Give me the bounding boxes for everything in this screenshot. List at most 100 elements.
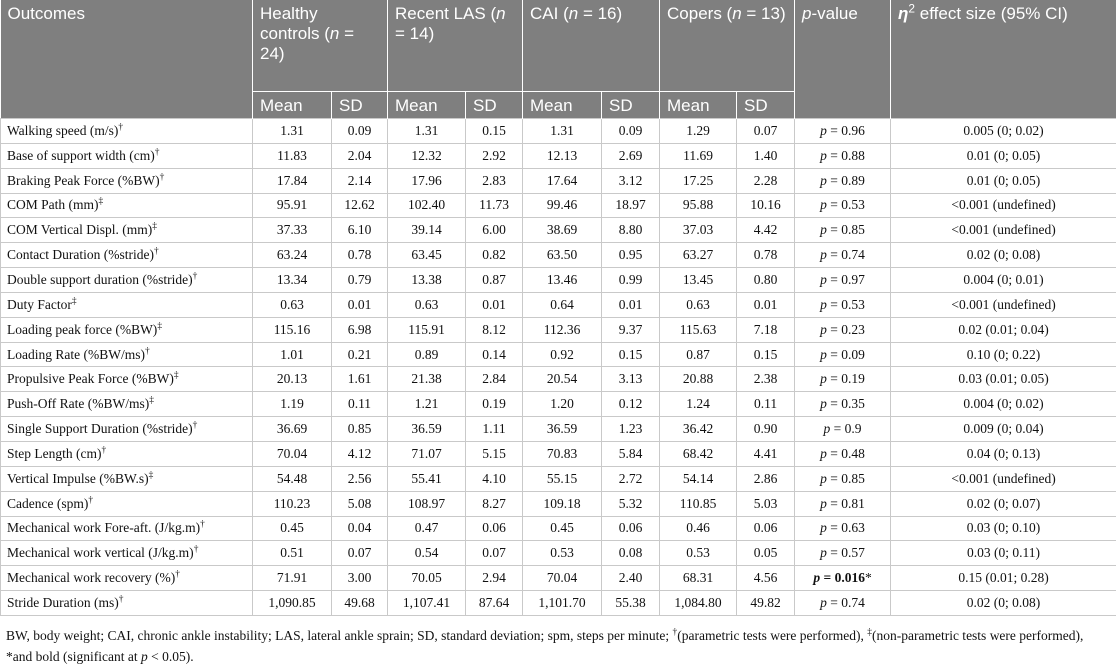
text-run: † <box>672 627 678 638</box>
text-run: Duty Factor <box>7 296 72 312</box>
value-cell: 20.13 <box>252 366 332 393</box>
value-cell: 1.23 <box>601 416 661 442</box>
table-row: Stride Duration (ms)† 1,090.85 49.68 1,107.… <box>0 590 1116 616</box>
value-cell: 0.87 <box>659 341 738 368</box>
p-value-cell: p = 0.88 <box>794 142 892 169</box>
value-cell: 5.84 <box>601 440 661 467</box>
value-cell: 102.40 <box>387 192 467 219</box>
value-cell: 0.06 <box>601 515 661 542</box>
text-run: = 0.63 <box>826 520 865 536</box>
value-cell: 99.46 <box>522 192 603 219</box>
effect-size-cell: <0.001 (undefined) <box>890 291 1116 318</box>
text-run: Vertical Impulse (%BW.s) <box>7 470 149 486</box>
value-cell: 12.62 <box>330 192 389 219</box>
value-cell: 0.06 <box>465 515 524 542</box>
value-cell: 1.29 <box>659 118 738 144</box>
subheader-row: Mean SD Mean SD Mean SD Mean SD <box>1 91 1116 119</box>
value-cell: 0.45 <box>252 515 332 542</box>
text-run: Mechanical work vertical (J/kg.m) <box>7 545 194 561</box>
value-cell: 0.51 <box>252 540 332 567</box>
value-cell: 63.27 <box>659 242 738 269</box>
text-run: p <box>820 396 827 412</box>
value-cell: 36.59 <box>387 416 467 442</box>
p-value-cell: p = 0.53 <box>794 192 892 219</box>
value-cell: 54.14 <box>659 465 738 492</box>
subheader-cell: SD <box>601 91 660 119</box>
effect-size-cell: 0.02 (0; 0.07) <box>890 490 1116 517</box>
value-cell: 18.97 <box>601 192 661 219</box>
p-value-cell: p = 0.09 <box>794 341 892 368</box>
effect-size-cell: 0.02 (0; 0.08) <box>890 242 1116 269</box>
value-cell: 115.91 <box>387 316 467 343</box>
p-value-cell: p = 0.74 <box>794 590 892 616</box>
text-run: Cadence (spm) <box>7 495 89 511</box>
effect-size-cell: 0.01 (0; 0.05) <box>890 167 1116 194</box>
text-run: = 14) <box>395 24 435 43</box>
text-run: Healthy controls ( <box>260 4 330 43</box>
value-cell: 2.38 <box>736 366 796 393</box>
value-cell: 0.09 <box>601 118 661 144</box>
value-cell: 1,090.85 <box>252 590 332 616</box>
value-cell: 4.41 <box>736 440 796 467</box>
outcome-cell: COM Path (mm)‡ <box>0 192 253 219</box>
text-run: Propulsive Peak Force (%BW) <box>7 371 174 387</box>
text-run: ‡ <box>157 321 163 332</box>
text-run: BW, body weight; CAI, chronic ankle inst… <box>6 627 673 643</box>
text-run: = 0.89 <box>826 172 865 188</box>
value-cell: 0.79 <box>330 267 389 293</box>
outcome-cell: Walking speed (m/s)† <box>0 118 253 144</box>
table-row: Step Length (cm)† 70.04 4.12 71.07 5.15 70.83… <box>0 440 1116 467</box>
value-cell: 1,101.70 <box>522 590 603 616</box>
table-row: Mechanical work Fore-aft. (J/kg.m)† 0.45 0… <box>0 515 1116 542</box>
value-cell: 2.72 <box>601 465 661 492</box>
text-run: ‡ <box>867 627 872 638</box>
value-cell: 2.69 <box>601 142 661 169</box>
text-run: † <box>154 147 160 158</box>
p-value-cell: p = 0.016* <box>794 565 892 592</box>
value-cell: 11.69 <box>659 142 738 169</box>
value-cell: 4.42 <box>736 217 796 244</box>
value-cell: 0.87 <box>465 267 524 293</box>
value-cell: 1.11 <box>465 416 524 442</box>
text-run: † <box>192 420 198 431</box>
subheader-cell: Mean <box>387 91 466 119</box>
value-cell: 87.64 <box>465 590 524 616</box>
value-cell: 0.04 <box>330 515 389 542</box>
effect-size-cell: 0.03 (0; 0.11) <box>890 540 1116 567</box>
text-run: ‡ <box>173 370 179 381</box>
text-run: † <box>118 594 124 605</box>
header-cell: CAI (n = 16) <box>522 0 660 92</box>
value-cell: 0.46 <box>659 515 738 542</box>
text-run: = 0.85 <box>826 470 865 486</box>
outcome-cell: Contact Duration (%stride)† <box>0 242 253 269</box>
subheader-cell: Mean <box>252 91 332 119</box>
header-row: Outcomes Healthy controls (n = 24) Recent … <box>0 0 1116 119</box>
p-value-cell: p = 0.53 <box>794 291 892 318</box>
text-run: = 16) <box>578 4 623 23</box>
text-run: n <box>496 4 506 23</box>
text-run: Double support duration (%stride) <box>7 271 193 287</box>
value-cell: 17.25 <box>659 167 738 194</box>
outcome-cell: Mechanical work vertical (J/kg.m)† <box>0 540 253 567</box>
subheader-cell: Mean <box>659 91 737 119</box>
value-cell: 110.85 <box>659 490 738 517</box>
value-cell: 0.47 <box>387 515 467 542</box>
footnote: BW, body weight; CAI, chronic ankle inst… <box>0 616 1116 667</box>
value-cell: 71.91 <box>252 565 332 592</box>
p-value-cell: p = 0.89 <box>794 167 892 194</box>
table-row: COM Vertical Displ. (mm)‡ 37.33 6.10 39.14 6… <box>0 217 1116 244</box>
value-cell: 2.28 <box>736 167 796 194</box>
text-run: = 0.09 <box>826 346 865 362</box>
value-cell: 36.42 <box>659 416 738 442</box>
text-run: p <box>140 648 148 664</box>
value-cell: 0.63 <box>659 291 738 318</box>
text-run: -value <box>811 4 858 23</box>
value-cell: 2.94 <box>465 565 524 592</box>
text-run: † <box>192 271 198 282</box>
value-cell: 9.37 <box>601 316 661 343</box>
value-cell: 109.18 <box>522 490 603 517</box>
text-run: † <box>153 246 159 257</box>
outcome-cell: Stride Duration (ms)† <box>0 590 253 616</box>
text-run: = 0.57 <box>826 545 865 561</box>
value-cell: 0.63 <box>387 291 467 318</box>
